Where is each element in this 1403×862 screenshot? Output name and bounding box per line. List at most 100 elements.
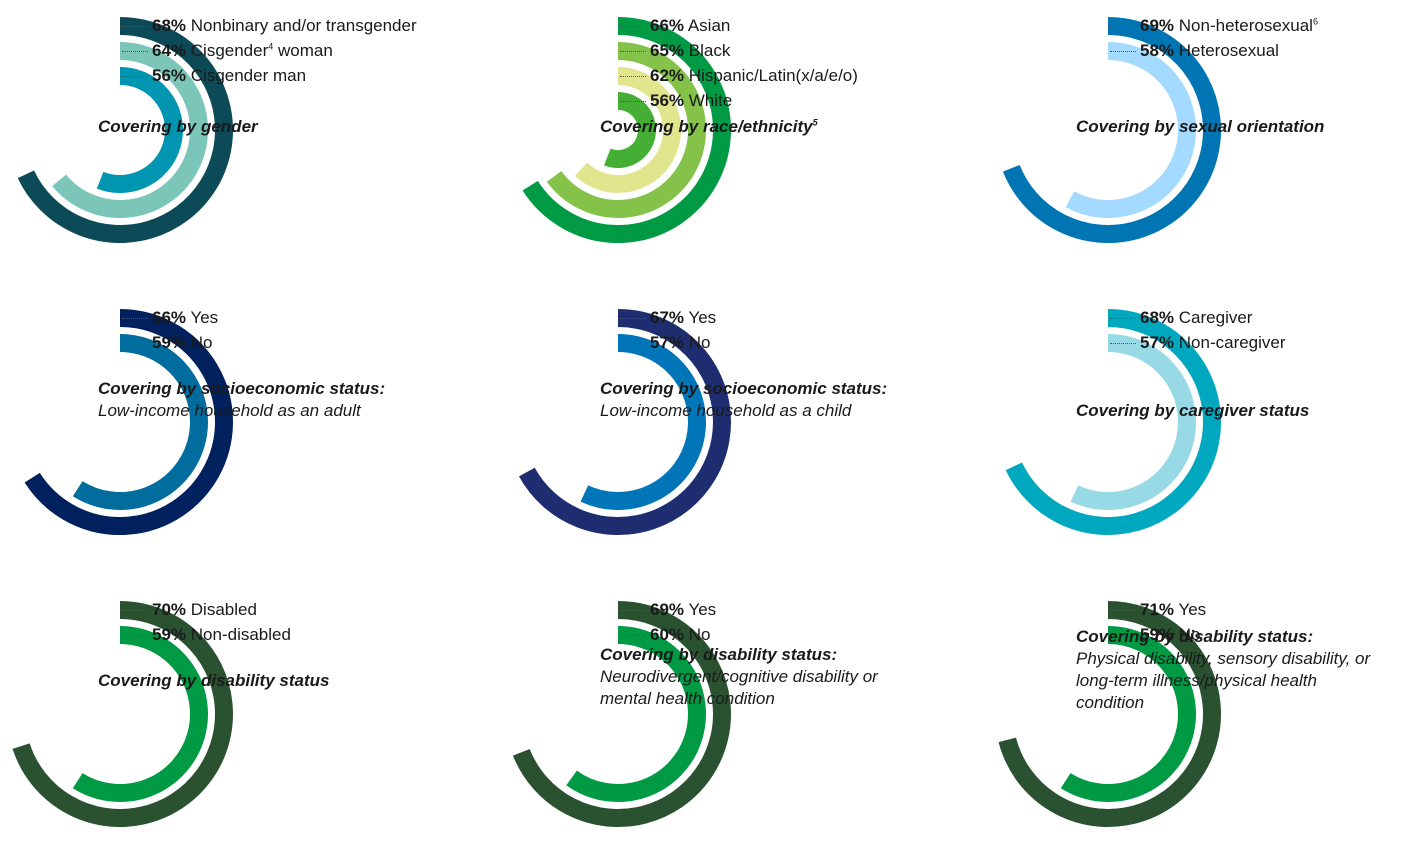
chart-caption: Covering by sexual orientation	[1076, 116, 1324, 138]
radial-bars	[17, 17, 233, 243]
legend-item: 64% Cisgender4 woman	[152, 41, 333, 61]
radial-chart: 67% Yes 57% No Covering by socioeconomic s…	[498, 300, 938, 570]
chart-title-text: Covering by disability status:	[1076, 627, 1314, 646]
radial-chart: 69% Yes 60% No Covering by disability stat…	[498, 592, 938, 862]
radial-bars	[24, 309, 233, 535]
radial-bar	[566, 626, 706, 802]
legend-item: 66% Asian	[650, 16, 730, 36]
series-name: Yes	[1178, 600, 1207, 619]
legend-leader-line	[122, 318, 148, 319]
data-label: 66%	[152, 308, 187, 327]
radial-bar	[1060, 626, 1196, 802]
chart-caption: Covering by disability status	[98, 670, 329, 692]
radial-bars	[512, 601, 731, 827]
series-name: Black	[688, 41, 731, 60]
legend-leader-line	[620, 635, 646, 636]
chart-caption: Covering by disability status: Physical d…	[1076, 626, 1388, 714]
radial-bar	[17, 17, 233, 243]
radial-bar	[522, 17, 731, 243]
chart-caption: Covering by socioeconomic status: Low-inc…	[98, 378, 385, 422]
legend-item: 70% Disabled	[152, 600, 257, 620]
series-name: No	[190, 333, 213, 352]
data-label: 64%	[152, 41, 187, 60]
legend-item: 57% Non-caregiver	[1140, 333, 1286, 353]
data-label: 60%	[650, 625, 685, 644]
legend-item: 66% Yes	[152, 308, 218, 328]
legend-item: 71% Yes	[1140, 600, 1206, 620]
radial-bar	[24, 309, 233, 535]
legend-item: 65% Black	[650, 41, 730, 61]
series-name: Hispanic/Latin(x/a/e/o)	[688, 66, 858, 85]
legend-leader-line	[620, 343, 646, 344]
chart-title-text: Covering by sexual orientation	[1076, 117, 1325, 136]
radial-bar	[518, 309, 731, 535]
radial-bars	[522, 17, 731, 243]
series-name: No	[688, 625, 711, 644]
legend-leader-line	[122, 26, 148, 27]
series-name: Heterosexual	[1178, 41, 1279, 60]
series-name: No	[688, 333, 711, 352]
chart-caption: Covering by gender	[98, 116, 258, 138]
radial-bar	[604, 92, 656, 168]
chart-subtitle: Neurodivergent/cognitive disability or m…	[600, 667, 878, 708]
chart-caption: Covering by caregiver status	[1076, 400, 1309, 422]
chart-title: Covering by disability status:	[1076, 626, 1388, 648]
data-label: 57%	[650, 333, 685, 352]
chart-title-text: Covering by socioeconomic status:	[600, 379, 888, 398]
chart-title-text: Covering by disability status:	[600, 645, 838, 664]
series-name: Nonbinary and/or transgender	[190, 16, 417, 35]
series-name: White	[688, 91, 733, 110]
legend-leader-line	[620, 26, 646, 27]
radial-chart: 68% Nonbinary and/or transgender 64% Cisg…	[0, 8, 440, 278]
data-label: 70%	[152, 600, 187, 619]
chart-title: Covering by sexual orientation	[1076, 116, 1324, 138]
radial-bar	[52, 42, 208, 218]
radial-bar	[96, 67, 183, 193]
series-name-suffix: woman	[273, 41, 333, 60]
legend-leader-line	[620, 610, 646, 611]
legend-leader-line	[122, 343, 148, 344]
series-name: Non-caregiver	[1178, 333, 1286, 352]
data-label: 62%	[650, 66, 685, 85]
radial-chart: 71% Yes 59% No Covering by disability stat…	[988, 592, 1403, 862]
legend-item: 62% Hispanic/Latin(x/a/e/o)	[650, 66, 858, 86]
radial-bars	[12, 601, 233, 827]
series-name: Disabled	[190, 600, 257, 619]
legend-item: 56% Cisgender man	[152, 66, 306, 86]
legend-leader-line	[122, 76, 148, 77]
data-label: 58%	[1140, 41, 1175, 60]
legend-leader-line	[1110, 635, 1136, 636]
series-name: Cisgender	[190, 41, 269, 60]
data-label: 68%	[152, 16, 187, 35]
series-name: Caregiver	[1178, 308, 1253, 327]
data-label: 71%	[1140, 600, 1175, 619]
chart-subtitle: Low-income household as a child	[600, 401, 852, 420]
radial-bar	[72, 334, 208, 510]
radial-chart: 68% Caregiver 57% Non-caregiver Covering b…	[988, 300, 1403, 570]
legend-leader-line	[122, 610, 148, 611]
legend-leader-line	[1110, 51, 1136, 52]
legend-leader-line	[620, 101, 646, 102]
radial-bar	[1005, 309, 1221, 535]
radial-bar	[1065, 42, 1196, 218]
chart-title: Covering by gender	[98, 116, 258, 138]
data-label: 59%	[152, 625, 187, 644]
series-name: Asian	[687, 16, 731, 35]
chart-subtitle: Low-income household as an adult	[98, 401, 361, 420]
radial-bar	[546, 42, 706, 218]
legend-item: 59% Non-disabled	[152, 625, 291, 645]
legend-leader-line	[1110, 26, 1136, 27]
chart-title-text: Covering by race/ethnicity	[600, 117, 813, 136]
chart-title-text: Covering by socioeconomic status:	[98, 379, 386, 398]
radial-chart: 70% Disabled 59% Non-disabled Covering by …	[0, 592, 440, 862]
series-name: Yes	[688, 600, 717, 619]
legend-item: 67% Yes	[650, 308, 716, 328]
chart-caption: Covering by race/ethnicity5	[600, 116, 818, 138]
legend-item: 58% Heterosexual	[1140, 41, 1279, 61]
legend-leader-line	[1110, 610, 1136, 611]
data-label: 69%	[1140, 16, 1175, 35]
series-name: Yes	[688, 308, 717, 327]
radial-bar	[512, 601, 731, 827]
chart-title: Covering by caregiver status	[1076, 400, 1309, 422]
data-label: 69%	[650, 600, 685, 619]
